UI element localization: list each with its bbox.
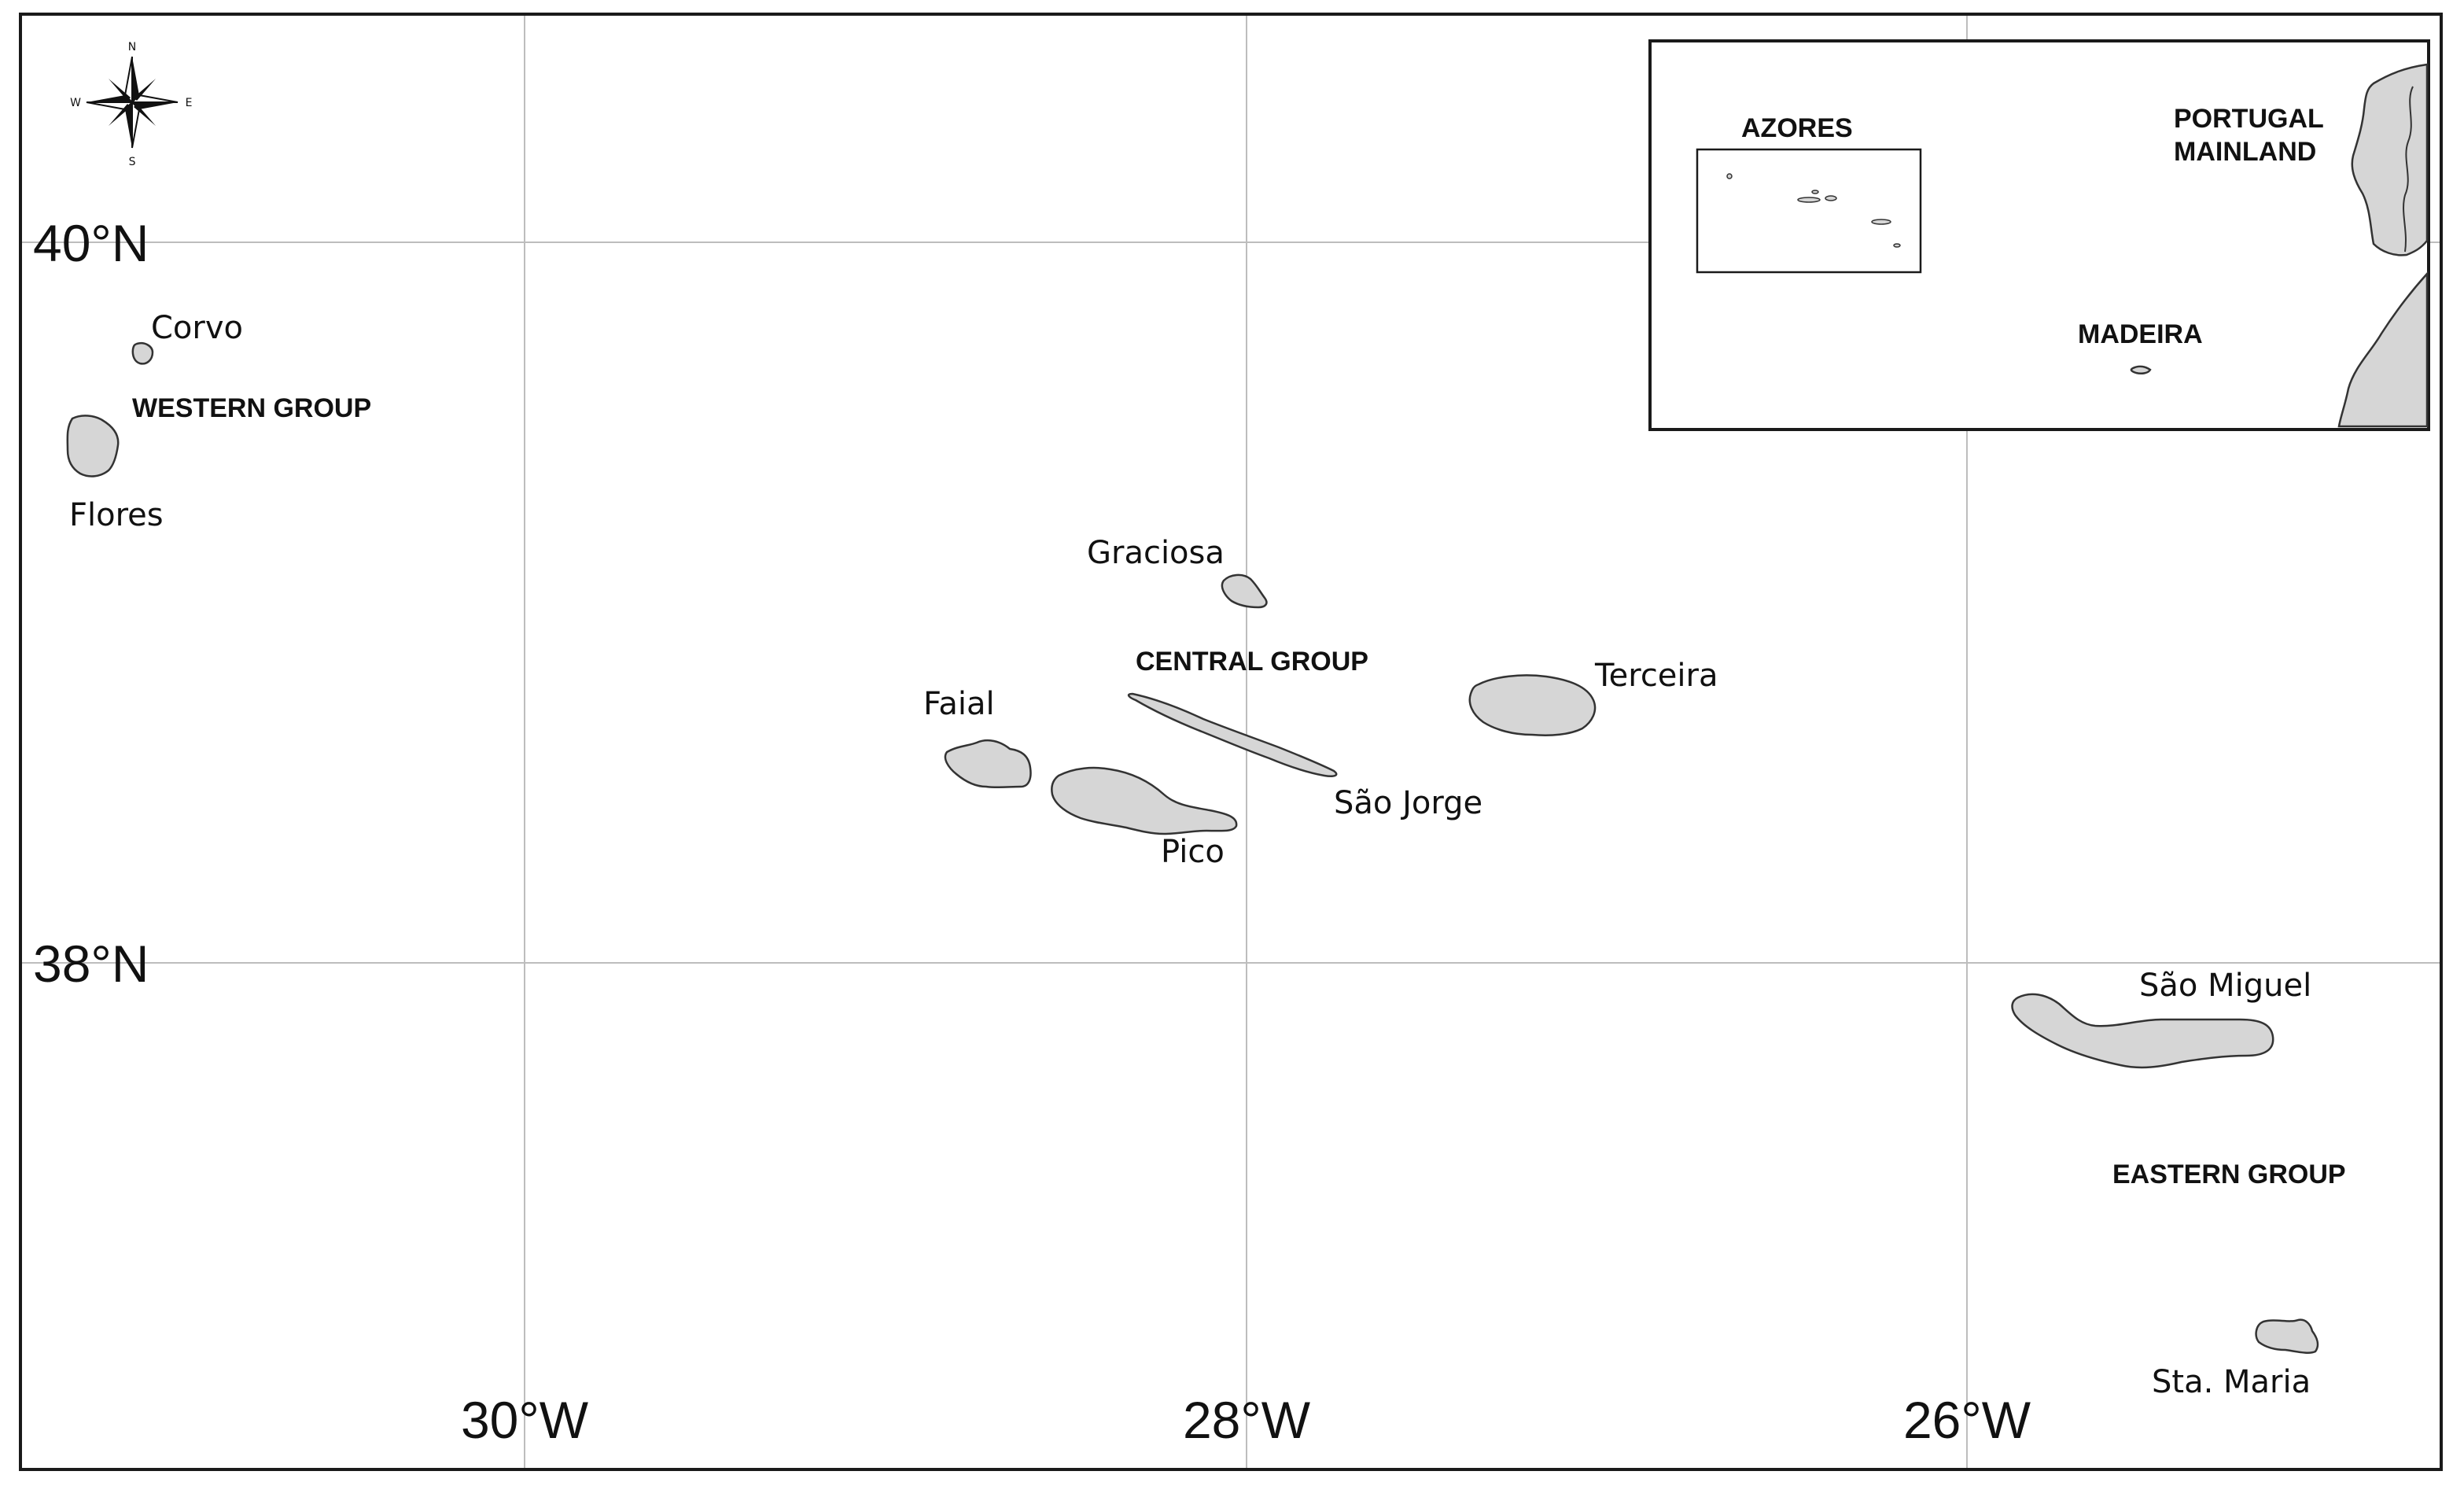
label-sao-miguel: São Miguel [2139, 968, 2311, 1004]
label-faial: Faial [923, 686, 995, 722]
island-faial [944, 739, 1032, 789]
inset-label-madeira: MADEIRA [2078, 319, 2203, 349]
compass-rose-icon: N S E W [70, 41, 192, 168]
island-pico [1051, 766, 1238, 835]
lon-label-26w: 26°W [1903, 1391, 2031, 1449]
inset-label-azores: AZORES [1741, 113, 1853, 143]
inset-azores-box [1696, 148, 1922, 274]
island-corvo [131, 342, 154, 365]
inset-madeira-island [2130, 365, 2152, 375]
label-sta-maria: Sta. Maria [2152, 1364, 2311, 1400]
inset-portugal-border [2403, 86, 2414, 253]
lat-label-40n: 40°N [33, 214, 149, 272]
label-western-group: WESTERN GROUP [132, 393, 371, 423]
inset-label-portugal-1: PORTUGAL [2174, 104, 2324, 134]
label-graciosa: Graciosa [1087, 535, 1225, 571]
island-sao-jorge [1127, 692, 1338, 777]
inset-azores-islands [1726, 173, 1901, 248]
label-pico: Pico [1161, 834, 1225, 870]
map-frame: 40°N 38°N 30°W 28°W 26°W N S E W Corvo F… [19, 13, 2443, 1471]
label-sao-jorge: São Jorge [1334, 785, 1482, 821]
inset-label-portugal-2: MAINLAND [2174, 137, 2316, 167]
compass-n: N [128, 41, 136, 53]
label-corvo: Corvo [151, 310, 243, 346]
island-sta-maria [2255, 1318, 2319, 1354]
lon-label-30w: 30°W [461, 1391, 589, 1449]
compass-e: E [186, 97, 193, 109]
lon-label-28w: 28°W [1183, 1391, 1311, 1449]
label-terceira: Terceira [1594, 658, 1718, 694]
island-graciosa [1221, 573, 1268, 609]
label-flores: Flores [69, 497, 164, 533]
island-sao-miguel [2011, 993, 2274, 1069]
compass-w: W [70, 97, 81, 109]
island-terceira [1468, 674, 1597, 736]
label-central-group: CENTRAL GROUP [1136, 647, 1368, 677]
label-eastern-group: EASTERN GROUP [2112, 1160, 2346, 1189]
compass-s: S [129, 156, 136, 168]
inset-frame [1648, 39, 2430, 431]
inset-africa-coast [2337, 271, 2429, 428]
lat-label-38n: 38°N [33, 935, 149, 993]
island-flores [66, 415, 120, 477]
inset-map: AZORES PORTUGAL MAINLAND MADEIRA [1648, 39, 2430, 431]
map-canvas: 40°N 38°N 30°W 28°W 26°W N S E W Corvo F… [22, 16, 2440, 1468]
inset-portugal-mainland [2351, 63, 2429, 256]
